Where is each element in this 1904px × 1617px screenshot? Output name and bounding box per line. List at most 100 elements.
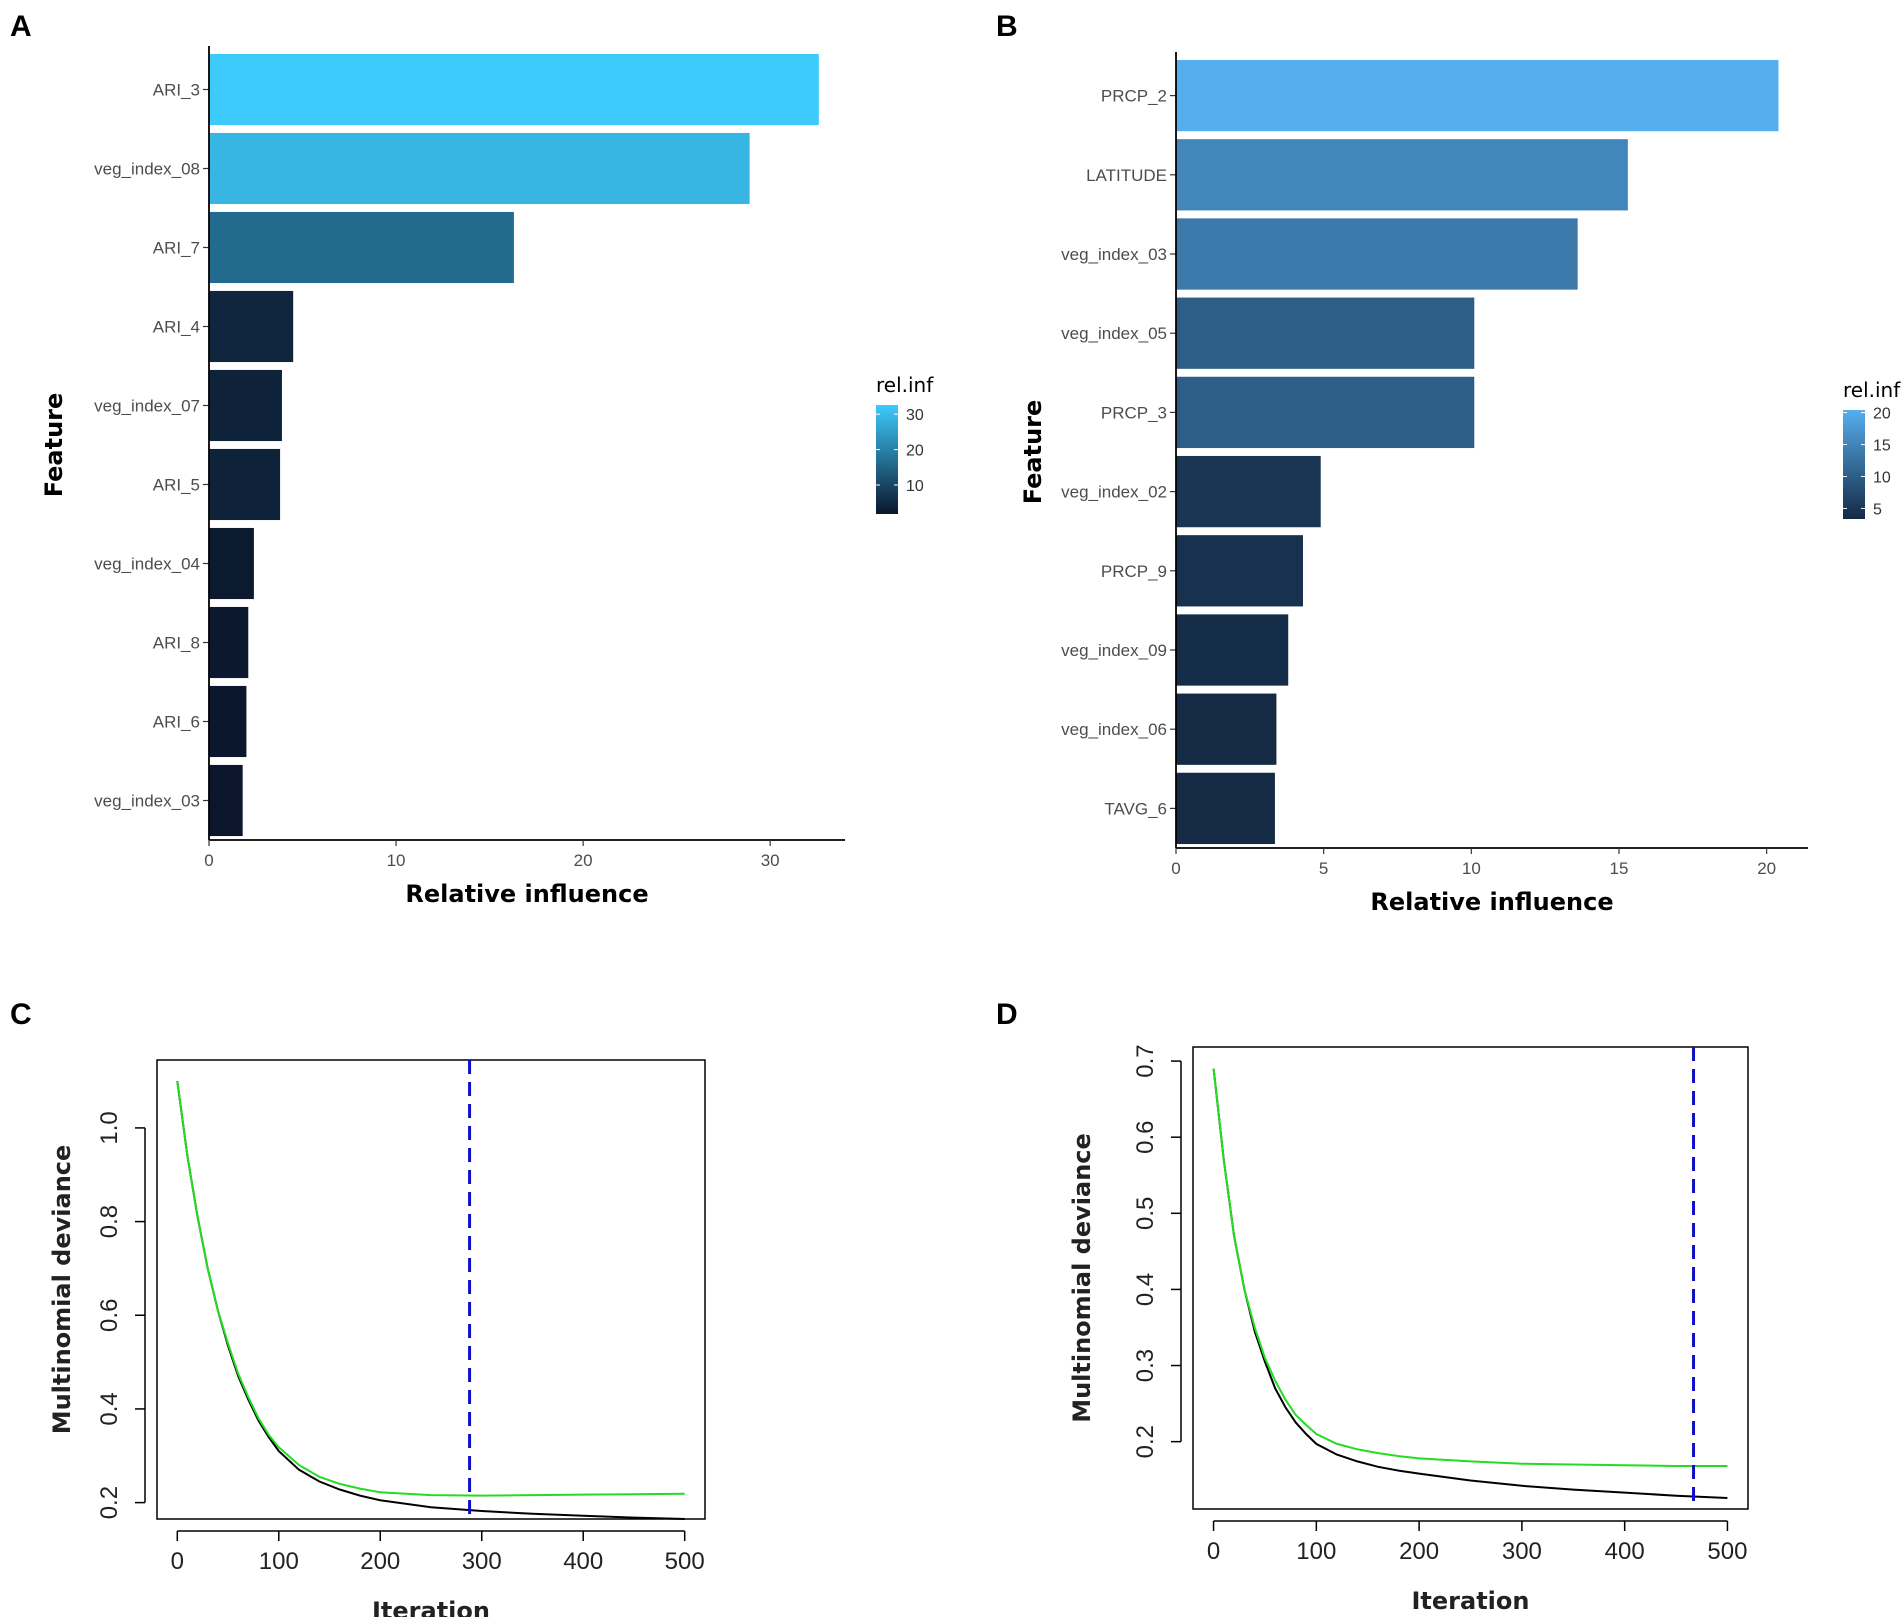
chart-d-deviance-curve: 0 100 200 300 400 500 0.2 0.3 0.4 0.5 0.6 0.7 Iterat… [1068,1044,1749,1615]
y-axis-title: Feature [1019,400,1047,505]
bar-prcp-9 [1176,535,1303,607]
y-tick-label-ari-3: ARI_3 [153,81,200,100]
y-tick-label-veg-index-03: veg_index_03 [1061,245,1167,264]
x-axis-title: Relative influence [1370,888,1613,916]
x-tick-label: 30 [761,851,780,870]
series-line-test [176,1080,685,1497]
x-tick-label: 200 [360,1548,400,1575]
y-tick-label-ari-7: ARI_7 [153,239,200,258]
chart-a-feature-importance: ARI_3 veg_index_08 ARI_7 ARI_4 veg_index_07 A… [40,46,934,908]
x-tick-label: 0 [1171,859,1180,878]
bar-veg-index-03 [209,764,243,837]
legend-label: 20 [1873,406,1891,423]
y-tick-label: 0.4 [96,1392,123,1425]
legend-title: rel.inf [876,373,934,397]
bar-ari-8 [209,606,249,679]
y-tick-label-prcp-2: PRCP_2 [1101,87,1167,106]
y-tick-label-ari-5: ARI_5 [153,476,200,495]
plot-box [1192,1046,1749,1510]
y-tick-label-veg-index-07: veg_index_07 [94,397,200,416]
panel-label-a: A [10,10,32,43]
x-tick-label: 400 [563,1548,603,1575]
y-tick-label: 0.2 [96,1486,123,1519]
x-tick-label: 300 [1502,1538,1542,1565]
bar-ari-4 [209,290,294,363]
y-tick-label-veg-index-02: veg_index_02 [1061,483,1167,502]
series-line-test [1212,1068,1728,1467]
y-tick-label: 0.5 [1132,1197,1159,1230]
y-tick-label-ari-4: ARI_4 [153,318,200,337]
panel-label-c: C [10,998,32,1031]
legend-label: 5 [1873,501,1882,518]
y-tick-label-ari-8: ARI_8 [153,634,200,653]
bar-prcp-3 [1176,376,1475,449]
bar-veg-index-08 [209,132,750,205]
legend-label: 20 [906,443,924,460]
y-tick-label-latitude: LATITUDE [1086,166,1167,185]
y-tick-label-ari-6: ARI_6 [153,713,200,732]
y-axis-title: Multinomial deviance [48,1145,76,1435]
legend-colorbar [1843,410,1865,519]
panel-label-b: B [996,10,1018,43]
y-tick-label: 1.0 [96,1111,123,1144]
x-tick-label: 20 [1757,859,1776,878]
x-tick-label: 100 [259,1548,299,1575]
x-tick-label: 300 [462,1548,502,1575]
x-tick-label: 0 [171,1548,184,1575]
bar-veg-index-03 [1176,218,1578,290]
x-tick-label: 10 [387,851,406,870]
bar-veg-index-04 [209,527,254,600]
y-tick-label-veg-index-04: veg_index_04 [94,555,200,574]
y-tick-label: 0.4 [1132,1273,1159,1306]
x-tick-label: 200 [1399,1538,1439,1565]
x-tick-label: 100 [1296,1538,1336,1565]
legend-label: 15 [1873,438,1891,455]
bar-ari-7 [209,211,514,284]
y-tick-label-veg-index-09: veg_index_09 [1061,641,1167,660]
x-tick-label: 10 [1462,859,1481,878]
x-axis-title: Iteration [1412,1587,1530,1615]
x-tick-label: 0 [204,851,213,870]
bar-tavg-6 [1176,772,1275,845]
bar-prcp-2 [1176,59,1779,132]
x-tick-label: 20 [574,851,593,870]
bar-veg-index-06 [1176,693,1277,765]
bar-ari-5 [209,448,281,521]
bar-latitude [1176,139,1628,211]
x-tick-label: 0 [1207,1538,1220,1565]
y-tick-label-prcp-3: PRCP_3 [1101,403,1167,422]
y-tick-label-veg-index-05: veg_index_05 [1061,324,1167,343]
y-tick-label-tavg-6: TAVG_6 [1104,799,1167,818]
legend-colorbar [876,405,898,514]
chart-c-deviance-curve: 0 100 200 300 400 500 0.2 0.4 0.6 0.8 1.0 Iteration… [48,1059,706,1617]
legend-label: 30 [906,407,924,424]
series-line-train [1212,1068,1728,1499]
bar-veg-index-02 [1176,455,1321,528]
series-line-train [176,1080,685,1520]
x-tick-label: 5 [1319,859,1328,878]
x-tick-label: 15 [1610,859,1629,878]
bar-ari-6 [209,685,247,758]
x-tick-label: 500 [665,1548,705,1575]
chart-b-feature-importance: PRCP_2 LATITUDE veg_index_03 veg_index_05 PR… [1019,52,1901,916]
legend-title: rel.inf [1843,378,1901,402]
y-tick-label: 0.6 [1132,1121,1159,1154]
y-tick-label: 0.8 [96,1205,123,1238]
y-tick-label-veg-index-03: veg_index_03 [94,792,200,811]
x-tick-label: 400 [1605,1538,1645,1565]
y-tick-label-veg-index-08: veg_index_08 [94,160,200,179]
x-axis-title: Relative influence [405,880,648,908]
panel-label-d: D [996,998,1018,1031]
bar-veg-index-09 [1176,614,1289,686]
y-axis-title: Multinomial deviance [1068,1133,1096,1423]
y-tick-label: 0.2 [1132,1425,1159,1458]
bar-ari-3 [209,53,819,126]
y-tick-label: 0.3 [1132,1349,1159,1382]
y-tick-label: 0.6 [96,1299,123,1332]
bar-veg-index-07 [209,369,282,442]
legend-label: 10 [906,478,924,495]
plot-box [156,1059,706,1520]
y-tick-label: 0.7 [1132,1044,1159,1077]
y-axis-title: Feature [40,393,68,498]
